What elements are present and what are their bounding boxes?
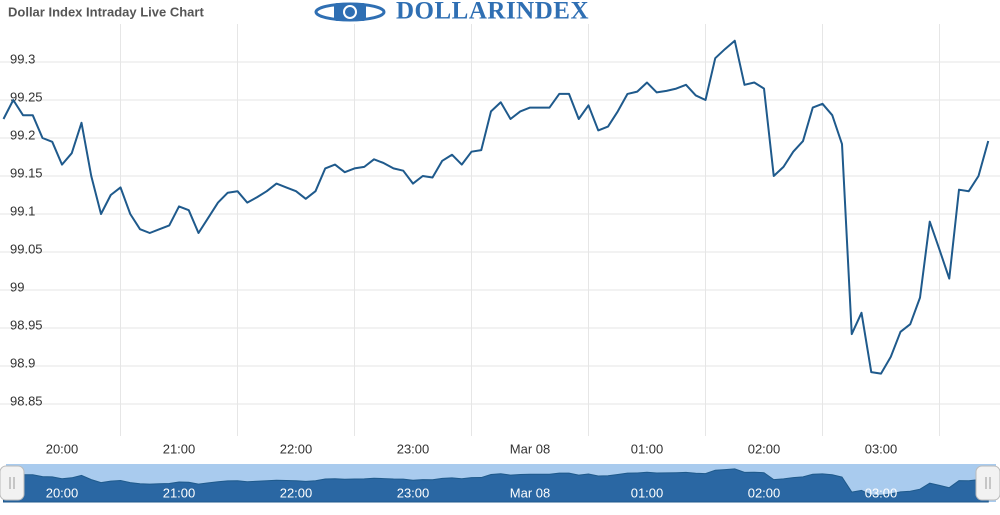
logo-icon	[334, 3, 366, 21]
navigator-area	[3, 468, 989, 503]
y-tick-label: 98.9	[10, 355, 35, 370]
logo-text: DOLLARINDEX	[396, 0, 589, 25]
navigator-label: 01:00	[631, 485, 664, 500]
navigator-label: 02:00	[748, 485, 781, 500]
navigator-label: 21:00	[163, 485, 196, 500]
navigator-label: 23:00	[397, 485, 430, 500]
x-tick-label: 02:00	[748, 441, 781, 456]
x-tick-label: Mar 08	[510, 441, 550, 456]
x-tick-label: 22:00	[280, 441, 313, 456]
y-tick-label: 99	[10, 279, 24, 294]
y-tick-label: 99.3	[10, 51, 35, 66]
chart-title: Dollar Index Intraday Live Chart	[8, 4, 204, 19]
navigator-label: 22:00	[280, 485, 313, 500]
y-tick-label: 99.25	[10, 89, 43, 104]
logo: DOLLARINDEX	[314, 0, 589, 25]
x-tick-label: 20:00	[46, 441, 79, 456]
y-tick-label: 99.05	[10, 241, 43, 256]
price-line	[2, 39, 990, 375]
navigator-label: 03:00	[865, 485, 898, 500]
x-tick-label: 01:00	[631, 441, 664, 456]
logo-icon	[343, 5, 357, 19]
y-tick-label: 99.15	[10, 165, 43, 180]
x-tick-label: 03:00	[865, 441, 898, 456]
navigator-label: Mar 08	[510, 485, 550, 500]
x-tick-label: 23:00	[397, 441, 430, 456]
y-tick-label: 99.2	[10, 127, 35, 142]
navigator-label: 20:00	[46, 485, 79, 500]
y-tick-label: 98.85	[10, 393, 43, 408]
y-tick-label: 98.95	[10, 317, 43, 332]
navigator-handle[interactable]	[975, 465, 1000, 501]
x-tick-label: 21:00	[163, 441, 196, 456]
y-tick-label: 99.1	[10, 203, 35, 218]
navigator-handle[interactable]	[0, 465, 25, 501]
